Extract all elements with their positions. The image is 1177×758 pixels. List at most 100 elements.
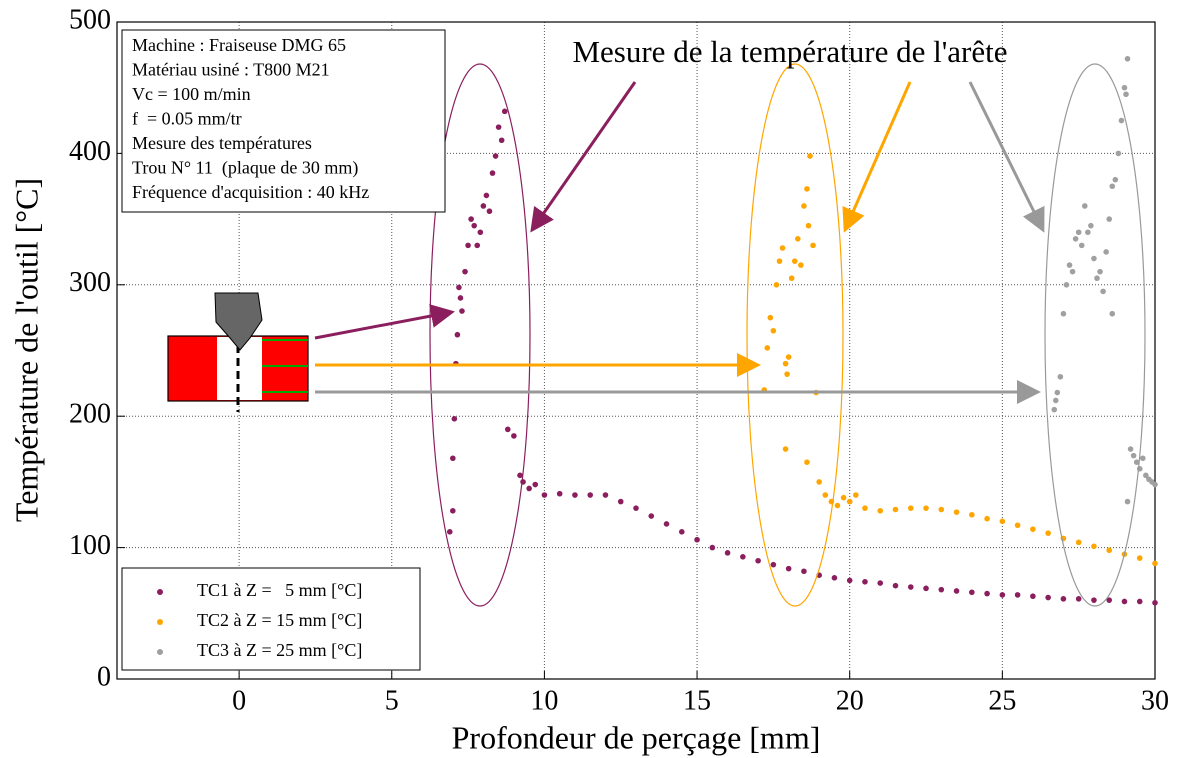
data-point: [1014, 592, 1021, 598]
info-line: Matériau usiné : T800 M21: [132, 60, 330, 80]
data-point: [892, 506, 899, 513]
data-point: [892, 582, 899, 589]
data-point: [520, 479, 526, 485]
data-point: [1057, 373, 1064, 380]
data-point: [1030, 526, 1036, 533]
data-point: [572, 492, 578, 498]
annotation: Mesure de la température de l'arête: [572, 34, 1007, 69]
legend-frame: [121, 567, 421, 671]
y-tick-label: 0: [97, 661, 111, 692]
data-point: [953, 509, 960, 515]
info-line: Fréquence d'acquisition : 40 kHz: [132, 182, 369, 202]
data-point: [1136, 465, 1143, 472]
data-point: [822, 492, 829, 498]
x-tick-label: 0: [232, 685, 246, 716]
data-point: [999, 592, 1006, 598]
data-point: [1045, 594, 1051, 601]
data-point: [810, 242, 816, 249]
data-point: [953, 588, 960, 594]
info-line: Vc = 100 m/min: [132, 84, 251, 104]
data-point: [1052, 397, 1059, 404]
data-point: [877, 580, 884, 586]
data-point: [795, 236, 801, 242]
data-point: [764, 345, 771, 351]
data-point: [1075, 596, 1082, 602]
data-point: [785, 565, 792, 572]
data-point: [788, 275, 795, 282]
data-point: [471, 222, 477, 229]
data-point: [1085, 229, 1091, 236]
data-point: [456, 284, 462, 291]
x-tick-label: 20: [836, 685, 864, 716]
data-point: [862, 578, 868, 585]
data-point: [1136, 555, 1143, 561]
data-point: [969, 511, 975, 518]
data-point: [556, 490, 563, 497]
data-point: [1112, 176, 1119, 183]
data-point: [462, 268, 468, 275]
data-point: [969, 589, 975, 596]
legend-label: TC2 à Z = 15 mm [°C]: [197, 610, 362, 630]
data-point: [1094, 275, 1100, 282]
data-point: [784, 371, 790, 377]
legend-label: TC3 à Z = 25 mm [°C]: [197, 640, 362, 660]
data-point: [1136, 598, 1143, 605]
info-box-frame: [121, 29, 446, 213]
ellipse: [1044, 63, 1146, 607]
data-point: [454, 331, 461, 338]
info-line: Mesure des températures: [132, 133, 312, 153]
data-point: [923, 505, 929, 511]
data-point: [450, 455, 456, 462]
data-point: [602, 492, 609, 498]
data-point: [938, 586, 945, 593]
data-point: [853, 492, 859, 498]
data-point: [984, 590, 990, 597]
x-axis-label: Profondeur de perçage [mm]: [452, 719, 821, 755]
data-point: [1109, 183, 1116, 190]
data-point: [999, 518, 1006, 525]
data-point: [1133, 459, 1140, 465]
y-tick-label: 400: [69, 136, 111, 167]
data-point: [541, 492, 548, 498]
data-point: [501, 108, 508, 115]
x-tick-label: 10: [530, 685, 558, 716]
data-point: [1075, 539, 1082, 546]
data-point: [1106, 597, 1113, 603]
data-point: [1066, 262, 1073, 268]
data-point: [511, 433, 517, 439]
data-point: [816, 479, 822, 485]
data-point: [1115, 150, 1122, 157]
info-line: f = 0.05 mm/tr: [132, 109, 242, 129]
x-tick-label: 25: [988, 685, 1016, 716]
data-point: [984, 515, 990, 522]
data-point: [1121, 84, 1128, 91]
data-point: [923, 585, 929, 592]
data-point: [1152, 481, 1158, 488]
arrow: [968, 81, 1045, 233]
data-point: [801, 203, 807, 209]
data-point: [755, 557, 761, 564]
data-point: [907, 584, 914, 590]
data-point: [495, 124, 502, 130]
data-point: [492, 153, 499, 159]
data-point: [938, 506, 945, 513]
data-point: [617, 498, 624, 505]
arrow: [314, 304, 455, 340]
info-box: Machine : Fraiseuse DMG 65 Matériau usiné…: [121, 29, 446, 213]
data-point: [846, 498, 853, 505]
data-point: [498, 137, 505, 144]
data-point: [834, 502, 841, 509]
x-tick-label: 30: [1141, 685, 1169, 716]
data-point: [1106, 216, 1113, 222]
data-point: [1091, 543, 1097, 550]
data-point: [862, 505, 868, 511]
legend-marker: [157, 619, 163, 625]
data-point: [459, 308, 465, 314]
data-point: [776, 258, 783, 264]
data-point: [483, 192, 490, 199]
data-point: [678, 529, 685, 535]
data-point: [907, 505, 914, 511]
data-point: [1054, 389, 1061, 396]
legend: TC1 à Z = 5 mm [°C] TC2 à Z = 15 mm [°C] T…: [121, 567, 421, 671]
